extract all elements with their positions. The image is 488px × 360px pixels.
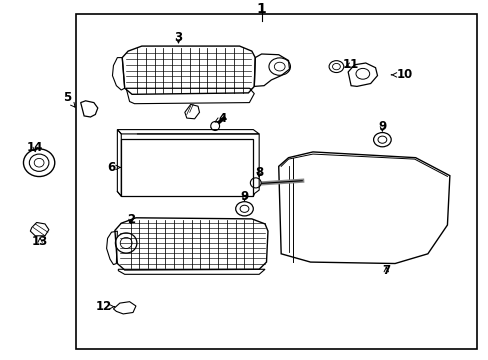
Text: 7: 7 — [382, 264, 389, 277]
Text: 1: 1 — [256, 2, 266, 16]
Text: 6: 6 — [107, 161, 121, 174]
Text: 3: 3 — [174, 31, 182, 44]
Ellipse shape — [23, 149, 55, 176]
Text: 12: 12 — [95, 300, 114, 313]
Bar — [76, 14, 476, 349]
Text: 9: 9 — [378, 120, 386, 133]
Text: 5: 5 — [63, 91, 75, 107]
Text: 8: 8 — [255, 166, 263, 179]
Ellipse shape — [235, 202, 253, 216]
Ellipse shape — [373, 132, 390, 147]
Ellipse shape — [115, 233, 137, 253]
Text: 4: 4 — [215, 112, 226, 125]
Text: 9: 9 — [240, 190, 248, 203]
Text: 11: 11 — [342, 58, 359, 71]
Text: 13: 13 — [32, 235, 48, 248]
Text: 2: 2 — [127, 213, 135, 226]
Text: 14: 14 — [27, 141, 43, 154]
Ellipse shape — [328, 60, 343, 73]
Text: 10: 10 — [390, 68, 412, 81]
Ellipse shape — [250, 178, 261, 188]
Ellipse shape — [210, 122, 219, 130]
